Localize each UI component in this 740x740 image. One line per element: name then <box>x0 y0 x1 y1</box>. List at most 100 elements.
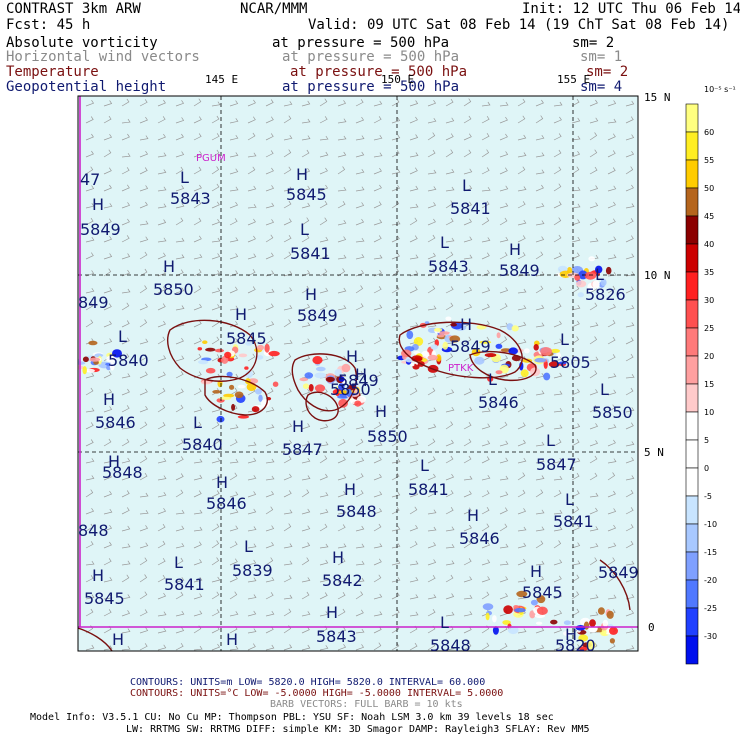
vorticity-colorbar: 605550454035302520151050-5-10-15-20-25-3… <box>685 103 717 665</box>
wind-barb <box>517 288 527 294</box>
wind-barb <box>85 644 95 651</box>
wind-barb <box>265 167 274 175</box>
wind-barb <box>265 252 274 260</box>
vorticity-cell <box>312 356 323 365</box>
wind-barb <box>355 371 364 379</box>
high-center-marker: H <box>108 452 120 471</box>
vorticity-cell <box>578 646 589 651</box>
wind-barb <box>463 218 472 226</box>
wind-barb <box>337 644 347 651</box>
wind-barb <box>607 118 617 124</box>
wind-barb <box>319 151 329 158</box>
wind-barb <box>121 594 131 600</box>
vorticity-cell <box>524 348 530 354</box>
wind-barb <box>355 202 365 209</box>
wind-barb <box>535 509 545 515</box>
wind-barb <box>355 507 364 515</box>
wind-barb <box>337 456 346 464</box>
wind-barb <box>445 149 454 158</box>
wind-barb <box>283 287 293 294</box>
wind-barb <box>463 438 472 447</box>
vorticity-cell <box>586 640 596 650</box>
vorticity-cell <box>264 343 270 353</box>
wind-barb <box>445 421 454 430</box>
wind-barb <box>103 458 113 464</box>
wind-barb <box>391 472 400 481</box>
wind-barb <box>445 117 455 124</box>
vorticity-cell <box>354 400 362 407</box>
wind-barb <box>445 389 455 396</box>
wind-barb <box>355 591 364 600</box>
colorbar-swatch <box>685 635 699 665</box>
colorbar-swatch <box>685 131 699 161</box>
wind-barb <box>481 507 490 515</box>
wind-barb <box>571 388 580 396</box>
wind-barb <box>247 152 257 158</box>
wind-barb <box>373 371 382 379</box>
wind-barb <box>481 541 491 549</box>
wind-barb <box>355 609 364 617</box>
wind-barb <box>481 475 491 481</box>
wind-barb <box>301 303 311 311</box>
wind-barb <box>103 236 113 243</box>
wind-barb <box>571 285 580 294</box>
vorticity-cell <box>474 356 485 365</box>
wind-barb <box>337 201 346 209</box>
vorticity-cell <box>223 393 235 398</box>
wind-barb <box>589 356 599 362</box>
wind-barb <box>301 389 311 396</box>
wind-barb <box>481 303 490 311</box>
wind-barb <box>625 218 634 226</box>
wind-barb <box>85 407 95 413</box>
high-center-marker: H <box>92 195 104 214</box>
wind-barb <box>175 543 185 549</box>
colorbar-swatch <box>685 215 699 245</box>
edge-label: 849 <box>78 293 109 312</box>
wind-barb <box>571 574 580 583</box>
wind-barb <box>427 559 437 566</box>
wind-barb <box>445 593 455 600</box>
wind-barb <box>499 561 509 566</box>
height-value-label: 5845 <box>286 185 327 204</box>
vorticity-cell <box>205 367 216 374</box>
wind-barb <box>445 251 454 260</box>
wind-barb <box>85 458 95 464</box>
wind-barb <box>355 407 365 413</box>
wind-barb <box>625 540 634 549</box>
wind-barb <box>571 320 580 328</box>
wind-barb <box>535 220 545 226</box>
wind-barb <box>211 576 221 583</box>
wind-barb <box>463 611 473 617</box>
height-value-label: 5841 <box>450 199 491 218</box>
height-value-label: 5843 <box>428 257 469 276</box>
wind-barb <box>121 474 131 481</box>
temperature-contour <box>291 353 357 412</box>
wind-barb <box>283 575 292 583</box>
wind-barb <box>427 642 436 651</box>
vorticity-cell <box>338 376 345 382</box>
vorticity-cell <box>346 388 352 398</box>
wind-barb <box>337 509 347 515</box>
wind-barb <box>337 558 346 566</box>
wind-barb <box>319 592 328 600</box>
wind-barb <box>409 100 419 107</box>
wind-barb <box>319 473 328 481</box>
vorticity-cell <box>226 371 233 377</box>
wind-barb <box>409 185 419 192</box>
height-value-label: 5845 <box>522 583 563 602</box>
wind-barb <box>319 406 329 413</box>
wind-barb <box>481 576 491 583</box>
high-center-marker: H <box>355 365 367 384</box>
wind-barb <box>607 389 617 396</box>
wind-barb <box>247 594 257 600</box>
wind-barb <box>427 373 437 379</box>
wind-barb <box>571 438 580 447</box>
wind-barb <box>571 490 580 498</box>
model-info-line1: Model Info: V3.5.1 CU: No Cu MP: Thompso… <box>30 712 554 723</box>
wind-barb <box>373 574 382 583</box>
wind-barb <box>211 219 221 226</box>
wind-barb <box>121 645 131 651</box>
wind-barb <box>373 116 382 124</box>
low-center-marker: L <box>565 490 574 509</box>
wind-barb <box>625 594 635 600</box>
